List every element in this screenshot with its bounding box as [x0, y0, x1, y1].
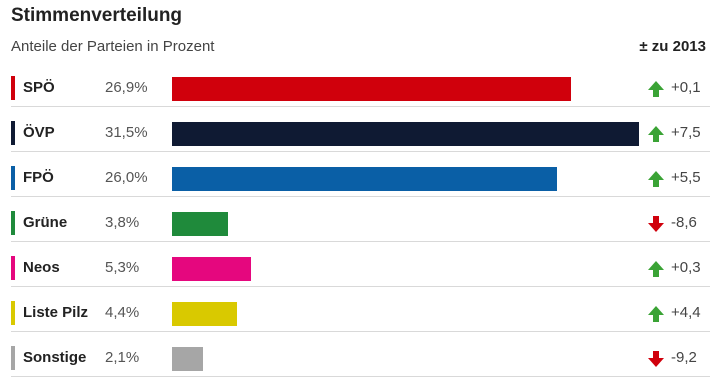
chart-subtitle: Anteile der Parteien in Prozent	[11, 38, 215, 55]
party-color-marker	[11, 256, 15, 280]
bar	[172, 212, 228, 236]
chart-row: SPÖ 26,9% +0,1	[11, 73, 710, 107]
value-label: 4,4%	[105, 304, 140, 321]
party-color-marker	[11, 301, 15, 325]
value-label: 31,5%	[105, 124, 148, 141]
party-color-marker	[11, 166, 15, 190]
change-label: +7,5	[671, 124, 701, 141]
bar	[172, 122, 639, 146]
bar	[172, 257, 251, 281]
bar	[172, 167, 557, 191]
change-label: +4,4	[671, 304, 701, 321]
arrow-up-icon	[648, 306, 664, 322]
chart-title: Stimmenverteilung	[11, 5, 183, 26]
bar	[172, 302, 237, 326]
arrow-down-icon	[648, 216, 664, 232]
value-label: 5,3%	[105, 259, 140, 276]
bar	[172, 347, 203, 371]
change-label: +5,5	[671, 169, 701, 186]
chart-row: FPÖ 26,0% +5,5	[11, 163, 710, 197]
party-label: Liste Pilz	[23, 304, 89, 321]
chart-row: Sonstige 2,1% -9,2	[11, 343, 710, 377]
chart-row: Neos 5,3% +0,3	[11, 253, 710, 287]
party-label: FPÖ	[23, 169, 54, 186]
chart-row: Grüne 3,8% -8,6	[11, 208, 710, 242]
party-label: Neos	[23, 259, 60, 276]
party-color-marker	[11, 76, 15, 100]
change-label: +0,1	[671, 79, 701, 96]
value-label: 26,0%	[105, 169, 148, 186]
party-label: ÖVP	[23, 124, 55, 141]
bar	[172, 77, 571, 101]
party-color-marker	[11, 211, 15, 235]
chart-row: ÖVP 31,5% +7,5	[11, 118, 710, 152]
arrow-up-icon	[648, 261, 664, 277]
arrow-up-icon	[648, 126, 664, 142]
arrow-up-icon	[648, 171, 664, 187]
delta-column-header: ± zu 2013	[639, 38, 706, 55]
value-label: 3,8%	[105, 214, 140, 231]
value-label: 26,9%	[105, 79, 148, 96]
arrow-down-icon	[648, 351, 664, 367]
arrow-up-icon	[648, 81, 664, 97]
party-color-marker	[11, 121, 15, 145]
change-label: +0,3	[671, 259, 701, 276]
chart-row: Liste Pilz 4,4% +4,4	[11, 298, 710, 332]
party-label: SPÖ	[23, 79, 55, 96]
change-label: -8,6	[671, 214, 697, 231]
party-color-marker	[11, 346, 15, 370]
party-label: Grüne	[23, 214, 68, 231]
